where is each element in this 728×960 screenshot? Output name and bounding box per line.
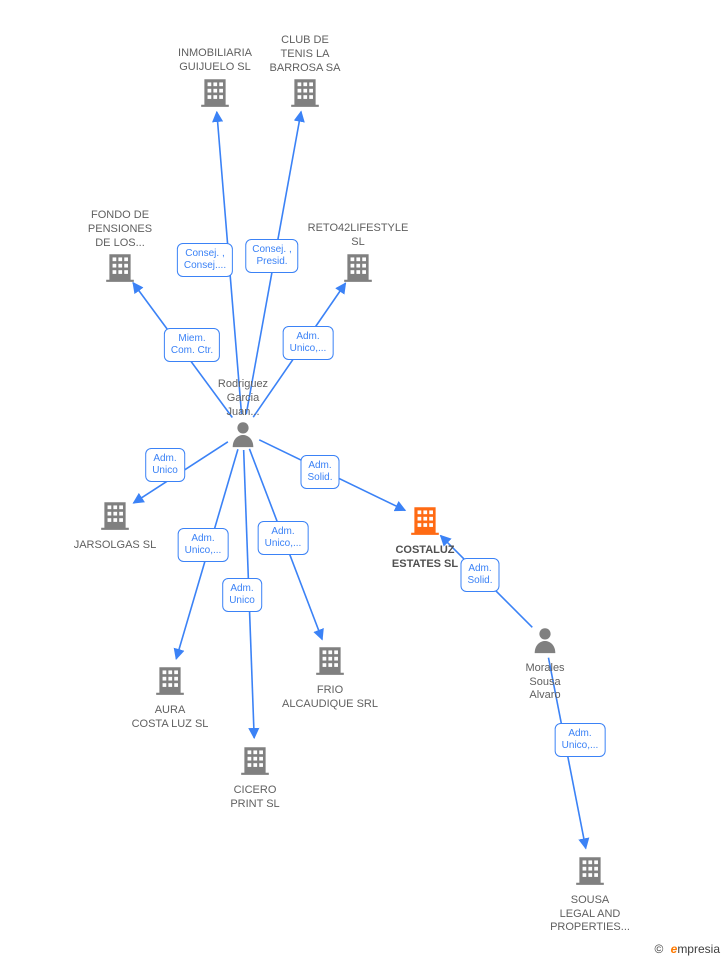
node-label: RodriguezGarciaJuan... — [188, 378, 298, 419]
brand-rest: mpresia — [677, 942, 720, 956]
person-node-morales[interactable]: MoralesSousaAlvaro — [490, 625, 600, 703]
diagram-svg — [0, 0, 728, 960]
edge-label: Consej. , Presid. — [245, 239, 298, 273]
node-label: CLUB DETENIS LABARROSA SA — [250, 34, 360, 75]
edge-label: Adm. Unico — [222, 578, 262, 612]
company-node-fondo[interactable]: FONDO DEPENSIONESDE LOS... — [65, 207, 175, 289]
edge-label: Miem. Com. Ctr. — [164, 328, 220, 362]
node-label: FONDO DEPENSIONESDE LOS... — [65, 209, 175, 250]
company-node-sousa[interactable]: SOUSALEGAL ANDPROPERTIES... — [535, 853, 645, 935]
node-label: SOUSALEGAL ANDPROPERTIES... — [535, 894, 645, 935]
edge-label: Adm. Unico,... — [258, 521, 309, 555]
company-node-reto42[interactable]: RETO42LIFESTYLESL — [303, 220, 413, 288]
node-label: AURACOSTA LUZ SL — [115, 704, 225, 732]
node-label: RETO42LIFESTYLESL — [303, 222, 413, 250]
company-node-cicero[interactable]: CICEROPRINT SL — [200, 743, 310, 811]
person-node-rodriguez[interactable]: RodriguezGarciaJuan... — [188, 376, 298, 454]
edge-label: Adm. Solid. — [300, 455, 339, 489]
copyright-symbol: © — [654, 942, 663, 956]
company-node-frio[interactable]: FRIOALCAUDIQUE SRL — [275, 643, 385, 711]
edge-label: Adm. Unico,... — [283, 326, 334, 360]
edge-label: Adm. Unico,... — [178, 528, 229, 562]
company-node-club_tenis[interactable]: CLUB DETENIS LABARROSA SA — [250, 32, 360, 114]
edge-label: Adm. Unico,... — [555, 723, 606, 757]
company-node-jarsolgas[interactable]: JARSOLGAS SL — [60, 498, 170, 553]
node-label: JARSOLGAS SL — [60, 539, 170, 553]
edge-label: Consej. , Consej.... — [177, 243, 233, 277]
node-label: MoralesSousaAlvaro — [490, 662, 600, 703]
company-node-aura[interactable]: AURACOSTA LUZ SL — [115, 663, 225, 731]
node-label: CICEROPRINT SL — [200, 784, 310, 812]
footer-attribution: © empresia — [654, 942, 720, 956]
edge-label: Adm. Unico — [145, 448, 185, 482]
node-label: FRIOALCAUDIQUE SRL — [275, 684, 385, 712]
edge-label: Adm. Solid. — [460, 558, 499, 592]
